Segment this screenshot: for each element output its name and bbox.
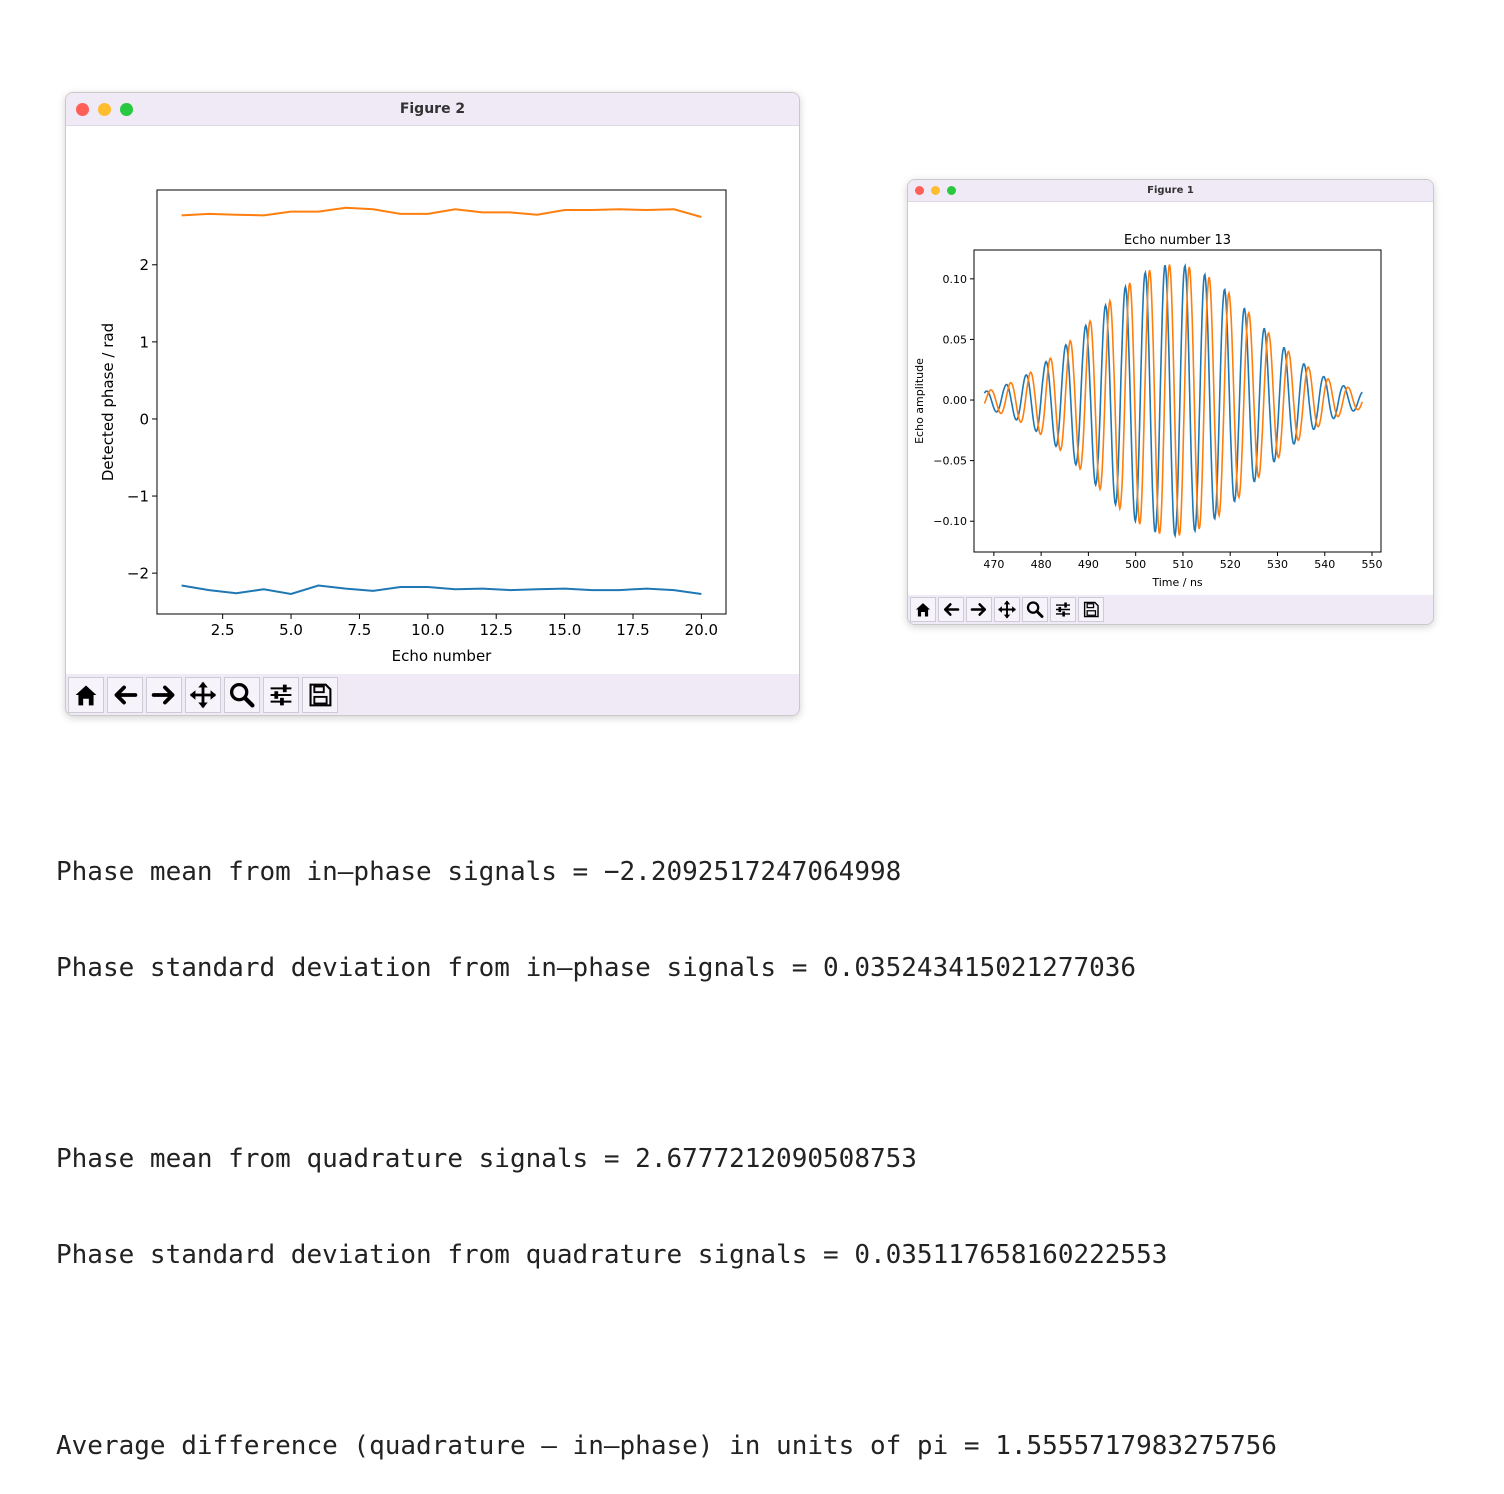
y-tick-label: 0.05: [943, 333, 968, 346]
x-tick-label: 20.0: [685, 621, 718, 639]
plot-frame: [156, 189, 727, 615]
minimize-window-button[interactable]: [98, 103, 111, 116]
x-tick-label: 550: [1362, 558, 1383, 571]
x-tick-label: 12.5: [480, 621, 513, 639]
series-line-in-phase: [983, 262, 1363, 539]
y-tick-label: 0.00: [943, 394, 968, 407]
y-tick-label: −0.10: [933, 515, 967, 528]
figure-1-canvas[interactable]: 470 480 490 500 510 520 530 540 550 −0.10 −0.05 0.0…: [908, 202, 1433, 595]
x-tick-label: 500: [1125, 558, 1146, 571]
zoom-button[interactable]: [224, 677, 260, 713]
floppy-icon: [1083, 601, 1099, 618]
home-button[interactable]: [910, 597, 936, 622]
plot-frame: [973, 249, 1382, 553]
back-button[interactable]: [938, 597, 964, 622]
x-tick-label: 17.5: [616, 621, 649, 639]
console-line-phase-mean-inphase: Phase mean from in–phase signals = −2.20…: [56, 857, 902, 887]
move-icon: [998, 600, 1016, 619]
forward-button[interactable]: [146, 677, 182, 713]
back-button[interactable]: [107, 677, 143, 713]
series-line-quadrature: [983, 264, 1364, 536]
figure-2-toolbar: [66, 674, 799, 715]
arrow-right-icon: [151, 685, 175, 705]
x-tick-label: 490: [1078, 558, 1099, 571]
console-line-phase-mean-quadrature: Phase mean from quadrature signals = 2.6…: [56, 1144, 917, 1174]
window-title: Figure 1: [1147, 185, 1194, 196]
console-output: Phase mean from in–phase signals = −2.20…: [56, 792, 1476, 1494]
series-line-quadrature: [181, 206, 702, 218]
pan-button[interactable]: [185, 677, 221, 713]
y-tick-label: 0.10: [943, 273, 968, 286]
y-tick-label: −1: [127, 487, 149, 505]
console-line-phase-std-inphase: Phase standard deviation from in–phase s…: [56, 953, 1137, 983]
arrow-right-icon: [970, 603, 987, 616]
console-line-phase-std-quadrature: Phase standard deviation from quadrature…: [56, 1240, 1168, 1270]
y-tick-label: 1: [139, 333, 149, 351]
x-tick-label: 5.0: [279, 621, 303, 639]
figure-1-toolbar: [908, 595, 1433, 624]
chart-title: Echo number 13: [1124, 233, 1231, 248]
figure-1-window: Figure 1 470 480 490 500 510 520 530 540 550 −0.1…: [907, 179, 1434, 625]
x-tick-label: 2.5: [211, 621, 235, 639]
figure-2-titlebar: Figure 2: [66, 93, 799, 126]
magnifier-icon: [1026, 601, 1044, 618]
figure-2-window: Figure 2 2.5 5.0 7.5 10.0 12.5 15.0 17.5 20.0 −2…: [65, 92, 800, 716]
x-tick-label: 510: [1172, 558, 1193, 571]
phase-chart[interactable]: 2.5 5.0 7.5 10.0 12.5 15.0 17.5 20.0 −2 −1 0 1 2 Echo…: [66, 126, 799, 674]
y-axis-label: Detected phase / rad: [99, 323, 117, 481]
y-tick-label: −0.05: [933, 455, 967, 468]
zoom-window-button[interactable]: [947, 186, 956, 195]
floppy-icon: [309, 683, 332, 707]
zoom-window-button[interactable]: [120, 103, 133, 116]
sliders-icon: [270, 684, 292, 706]
y-axis-label: Echo amplitude: [913, 358, 926, 444]
save-button[interactable]: [1078, 597, 1104, 622]
echo-chart[interactable]: 470 480 490 500 510 520 530 540 550 −0.10 −0.05 0.0…: [908, 202, 1433, 595]
x-tick-label: 15.0: [548, 621, 581, 639]
x-tick-label: 540: [1314, 558, 1335, 571]
arrow-left-icon: [943, 603, 960, 616]
close-window-button[interactable]: [76, 103, 89, 116]
forward-button[interactable]: [966, 597, 992, 622]
close-window-button[interactable]: [915, 186, 924, 195]
x-tick-label: 470: [983, 558, 1004, 571]
move-icon: [189, 681, 217, 709]
console-blank-line: [56, 1335, 1476, 1366]
y-tick-label: −2: [127, 565, 149, 583]
magnifier-icon: [229, 682, 255, 708]
window-title: Figure 2: [399, 101, 466, 117]
figure-1-titlebar: Figure 1: [908, 180, 1433, 202]
y-tick-label: 0: [139, 410, 149, 428]
x-axis-label: Time / ns: [1151, 576, 1203, 589]
x-tick-label: 480: [1031, 558, 1052, 571]
console-blank-line: [56, 1048, 1476, 1079]
home-button[interactable]: [68, 677, 104, 713]
x-tick-label: 520: [1220, 558, 1241, 571]
save-button[interactable]: [302, 677, 338, 713]
home-icon: [915, 603, 931, 617]
y-tick-label: 2: [139, 256, 149, 274]
minimize-window-button[interactable]: [931, 186, 940, 195]
x-tick-label: 530: [1267, 558, 1288, 571]
x-tick-label: 7.5: [348, 621, 372, 639]
figure-2-canvas[interactable]: 2.5 5.0 7.5 10.0 12.5 15.0 17.5 20.0 −2 −1 0 1 2 Echo…: [66, 126, 799, 674]
x-tick-label: 10.0: [411, 621, 444, 639]
home-icon: [75, 685, 97, 706]
series-line-in-phase: [181, 584, 702, 596]
x-axis-label: Echo number: [392, 647, 493, 665]
sliders-icon: [1055, 602, 1071, 617]
pan-button[interactable]: [994, 597, 1020, 622]
configure-subplots-button[interactable]: [1050, 597, 1076, 622]
configure-subplots-button[interactable]: [263, 677, 299, 713]
zoom-button[interactable]: [1022, 597, 1048, 622]
console-line-average-difference: Average difference (quadrature – in–phas…: [56, 1431, 1277, 1461]
arrow-left-icon: [114, 685, 138, 705]
